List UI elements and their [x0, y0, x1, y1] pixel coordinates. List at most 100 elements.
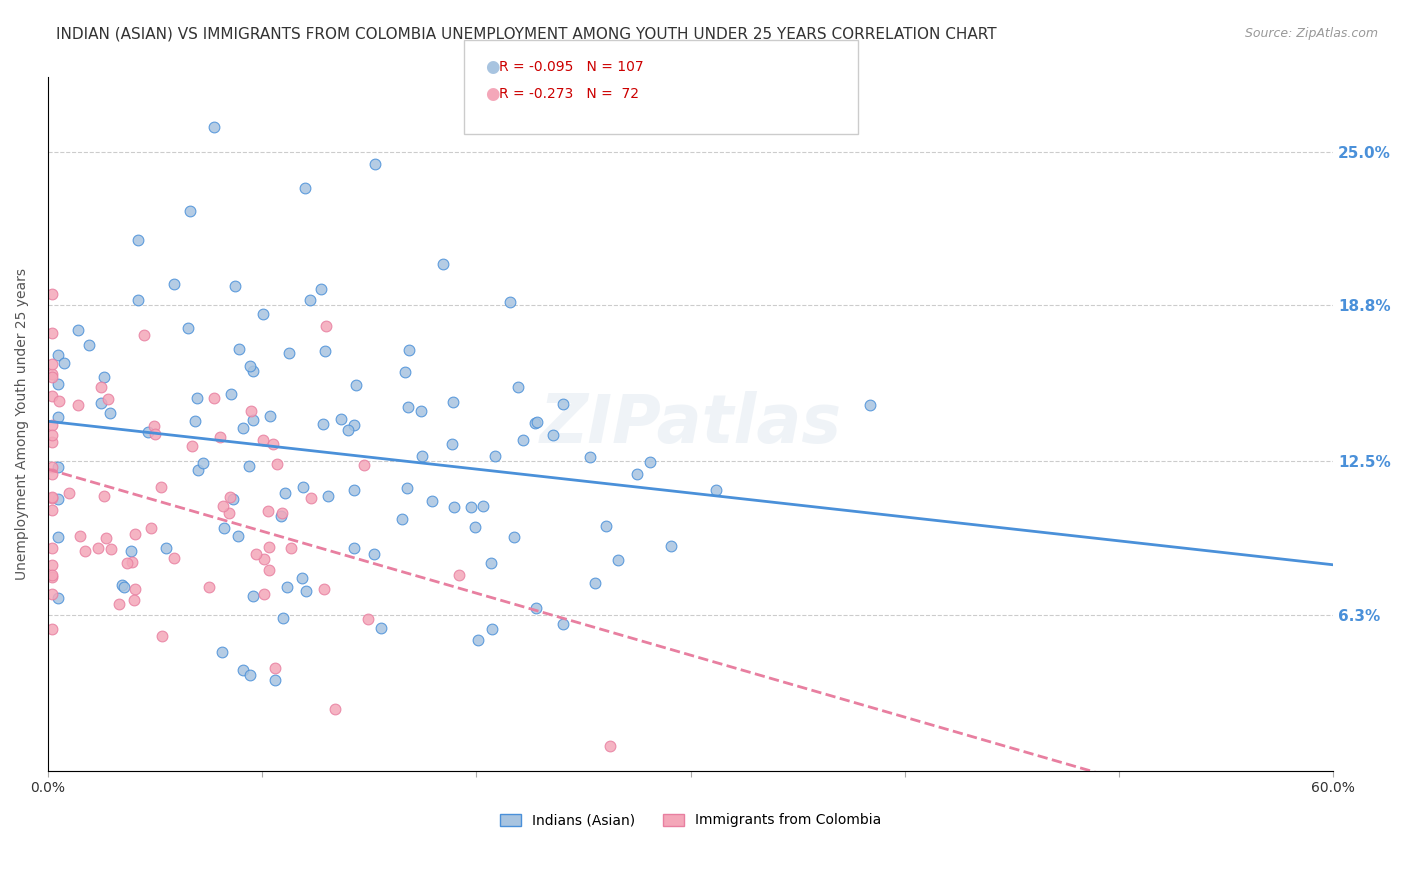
Immigrants from Colombia: [41, 541, 63, 556]
Immigrants from Colombia: [266, 457, 288, 471]
Indians (Asian): [464, 520, 486, 534]
Indians (Asian): [52, 356, 75, 370]
Immigrants from Colombia: [41, 558, 63, 573]
Immigrants from Colombia: [122, 593, 145, 607]
Immigrants from Colombia: [139, 521, 162, 535]
Immigrants from Colombia: [212, 499, 235, 513]
Immigrants from Colombia: [96, 531, 118, 545]
Immigrants from Colombia: [263, 661, 285, 675]
Indians (Asian): [309, 282, 332, 296]
Indians (Asian): [183, 414, 205, 428]
Immigrants from Colombia: [149, 480, 172, 494]
Indians (Asian): [363, 548, 385, 562]
Indians (Asian): [370, 621, 392, 635]
Immigrants from Colombia: [143, 426, 166, 441]
Indians (Asian): [336, 423, 359, 437]
Indians (Asian): [100, 406, 122, 420]
Indians (Asian): [291, 480, 314, 494]
Indians (Asian): [291, 571, 314, 585]
Immigrants from Colombia: [245, 547, 267, 561]
Immigrants from Colombia: [271, 506, 294, 520]
Indians (Asian): [136, 425, 159, 440]
Indians (Asian): [239, 668, 262, 682]
Indians (Asian): [526, 415, 548, 429]
Indians (Asian): [259, 409, 281, 424]
Indians (Asian): [48, 409, 70, 424]
Immigrants from Colombia: [41, 435, 63, 450]
Text: R = -0.273   N =  72: R = -0.273 N = 72: [499, 87, 640, 101]
Indians (Asian): [179, 204, 201, 219]
Indians (Asian): [48, 348, 70, 362]
Immigrants from Colombia: [253, 587, 276, 601]
Indians (Asian): [859, 398, 882, 412]
Indians (Asian): [232, 663, 254, 677]
Immigrants from Colombia: [353, 458, 375, 473]
Immigrants from Colombia: [41, 326, 63, 340]
Indians (Asian): [228, 529, 250, 543]
Immigrants from Colombia: [41, 491, 63, 505]
Indians (Asian): [479, 556, 502, 570]
Indians (Asian): [186, 391, 208, 405]
Indians (Asian): [704, 483, 727, 497]
Indians (Asian): [420, 494, 443, 508]
Indians (Asian): [187, 463, 209, 477]
Indians (Asian): [219, 387, 242, 401]
Immigrants from Colombia: [143, 419, 166, 434]
Immigrants from Colombia: [41, 286, 63, 301]
Indians (Asian): [583, 576, 606, 591]
Indians (Asian): [278, 345, 301, 359]
Indians (Asian): [523, 416, 546, 430]
Immigrants from Colombia: [357, 612, 380, 626]
Indians (Asian): [90, 396, 112, 410]
Immigrants from Colombia: [117, 556, 139, 570]
Immigrants from Colombia: [41, 367, 63, 381]
Text: ●: ●: [485, 58, 499, 76]
Indians (Asian): [242, 412, 264, 426]
Indians (Asian): [155, 541, 177, 555]
Immigrants from Colombia: [314, 582, 336, 596]
Indians (Asian): [394, 365, 416, 379]
Immigrants from Colombia: [41, 417, 63, 432]
Indians (Asian): [499, 294, 522, 309]
Indians (Asian): [398, 343, 420, 358]
Immigrants from Colombia: [208, 430, 231, 444]
Indians (Asian): [467, 632, 489, 647]
Indians (Asian): [242, 364, 264, 378]
Immigrants from Colombia: [124, 582, 146, 597]
Immigrants from Colombia: [202, 391, 225, 405]
Indians (Asian): [441, 395, 464, 409]
Immigrants from Colombia: [219, 490, 242, 504]
Indians (Asian): [314, 344, 336, 359]
Immigrants from Colombia: [41, 570, 63, 584]
Indians (Asian): [409, 404, 432, 418]
Indians (Asian): [626, 467, 648, 482]
Immigrants from Colombia: [66, 399, 89, 413]
Indians (Asian): [228, 342, 250, 356]
Indians (Asian): [271, 611, 294, 625]
Indians (Asian): [391, 512, 413, 526]
Immigrants from Colombia: [252, 434, 274, 448]
Immigrants from Colombia: [100, 542, 122, 557]
Indians (Asian): [395, 481, 418, 495]
Indians (Asian): [484, 449, 506, 463]
Immigrants from Colombia: [180, 439, 202, 453]
Indians (Asian): [481, 623, 503, 637]
Indians (Asian): [295, 583, 318, 598]
Text: INDIAN (ASIAN) VS IMMIGRANTS FROM COLOMBIA UNEMPLOYMENT AMONG YOUTH UNDER 25 YEA: INDIAN (ASIAN) VS IMMIGRANTS FROM COLOMB…: [56, 27, 997, 42]
Immigrants from Colombia: [150, 629, 173, 643]
Immigrants from Colombia: [41, 568, 63, 582]
Indians (Asian): [411, 449, 433, 463]
Indians (Asian): [48, 459, 70, 474]
Indians (Asian): [330, 411, 353, 425]
Indians (Asian): [595, 519, 617, 533]
Indians (Asian): [93, 369, 115, 384]
Immigrants from Colombia: [41, 370, 63, 384]
Indians (Asian): [48, 530, 70, 544]
Immigrants from Colombia: [599, 739, 621, 753]
Indians (Asian): [270, 508, 292, 523]
Immigrants from Colombia: [252, 551, 274, 566]
Indians (Asian): [606, 553, 628, 567]
Indians (Asian): [524, 601, 547, 615]
Indians (Asian): [432, 257, 454, 271]
Indians (Asian): [238, 458, 260, 473]
